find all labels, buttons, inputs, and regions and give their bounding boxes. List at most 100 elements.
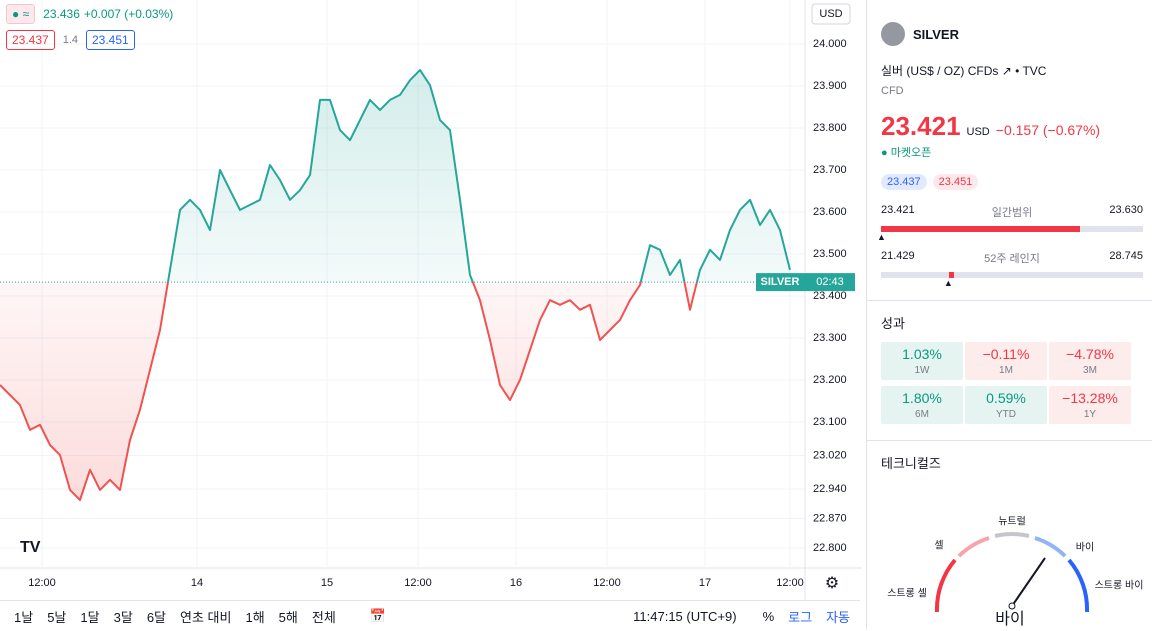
x-tick-label: 15	[321, 577, 333, 589]
legend: ● ≈ 23.436 +0.007 (+0.03%) 23.437 1.4 23…	[6, 4, 173, 50]
clock: 11:47:15 (UTC+9)	[633, 608, 737, 624]
gauge: 뉴트럴 셀 바이 스트롱 셀 스트롱 바이	[887, 515, 1144, 613]
range-button[interactable]: 연초 대비	[180, 609, 232, 625]
price-label: 02:43	[816, 276, 844, 288]
x-tick-label: 12:00	[404, 577, 432, 589]
x-tick-label: 17	[699, 577, 711, 589]
year-bar-fill	[949, 272, 955, 278]
perf-cell: 1.03% 1W	[881, 342, 963, 380]
gauge-arc	[934, 558, 957, 613]
y-tick-label: 22.800	[813, 542, 847, 554]
day-label: 일간범위	[991, 207, 1033, 219]
y-tick-label: 23.700	[813, 164, 847, 176]
description: 실버 (US$ / OZ) CFDs	[881, 64, 999, 78]
perf-title: 성과	[867, 300, 1152, 332]
gauge-label: 바이	[1076, 542, 1094, 554]
perf-value: −13.28%	[1062, 390, 1118, 406]
ask[interactable]: 23.451	[86, 30, 135, 50]
range-button[interactable]: 1해	[245, 609, 265, 625]
perf-cell: −13.28% 1Y	[1049, 386, 1131, 424]
gauge-label: 스트롱 셀	[887, 588, 927, 600]
gauge-arc	[1067, 558, 1090, 613]
x-tick-label: 12:00	[593, 577, 621, 589]
perf-cell: −4.78% 3M	[1049, 342, 1131, 380]
perf-period: YTD	[996, 409, 1016, 420]
marker: ▲	[877, 232, 886, 242]
range-button[interactable]: 3달	[113, 609, 133, 625]
perf-value: 1.03%	[902, 346, 942, 362]
perf-cell: 1.80% 6M	[881, 386, 963, 424]
x-tick-label: 12:00	[776, 577, 804, 589]
gauge-label: 스트롱 바이	[1095, 580, 1144, 592]
percent-toggle[interactable]: %	[762, 608, 775, 624]
range-button[interactable]: 5날	[47, 609, 67, 625]
price-label-box	[805, 273, 855, 292]
bid[interactable]: 23.437	[6, 30, 55, 50]
range-button[interactable]: 전체	[311, 609, 336, 625]
price-change: +0.007 (+0.03%)	[83, 7, 174, 21]
calendar-icon[interactable]: 📅	[369, 608, 386, 623]
gauge-arc	[957, 536, 990, 558]
last-price: 23.436	[43, 7, 80, 21]
panel-bid: 23.437	[881, 174, 927, 190]
currency-button[interactable]	[811, 3, 851, 25]
market-status: ● 마켓오픈	[881, 147, 932, 159]
gauge-label: 셀	[934, 540, 943, 552]
series-label: SILVER	[761, 276, 800, 288]
y-tick-label: 22.870	[813, 512, 847, 524]
x-tick-label: 12:00	[28, 577, 56, 589]
year-range: 21.429 52주 레인지 28.745	[867, 250, 1152, 266]
perf-grid: 1.03% 1W −0.11% 1M −4.78% 3M 1.80% 6M 0.59% YTD −1…	[867, 332, 1152, 430]
perf-period: 1Y	[1083, 409, 1097, 420]
perf-value: −4.78%	[1066, 346, 1114, 362]
perf-period: 6M	[915, 409, 929, 420]
day-high: 23.630	[1109, 204, 1143, 216]
perf-cell: −0.11% 1M	[965, 342, 1047, 380]
chart: USD 12:00 14 15 12:00 16 12:00 17 12:00 TV ⚙ 24…	[0, 0, 862, 600]
range-button[interactable]: 1달	[80, 609, 100, 625]
baseline-area	[0, 70, 790, 500]
description-row: 실버 (US$ / OZ) CFDs ↗ • TVC	[881, 64, 1047, 78]
perf-cell: 0.59% YTD	[965, 386, 1047, 424]
log-toggle[interactable]: 로그	[788, 609, 813, 625]
auto-toggle[interactable]: 자동	[826, 609, 850, 625]
range-button[interactable]: 5해	[278, 609, 298, 625]
marker: ▲	[943, 278, 953, 288]
logo: TV	[20, 539, 41, 556]
series-label-box	[756, 273, 805, 292]
symbol-panel: SILVER 실버 (US$ / OZ) CFDs ↗ • TVC CFD 23…	[866, 0, 1152, 630]
perf-value: 0.59%	[986, 390, 1026, 406]
spread: 1.4	[62, 34, 78, 46]
panel-ask: 23.451	[932, 174, 979, 190]
y-tick-label: 23.900	[813, 80, 847, 92]
range-button[interactable]: 6달	[146, 609, 167, 625]
year-low: 21.429	[881, 250, 915, 262]
price-line	[0, 69, 791, 501]
y-tick-label: 23.800	[813, 122, 847, 134]
y-tick-label: 24.000	[813, 38, 847, 50]
day-bar-fill	[881, 226, 1081, 232]
year-bar: ▲	[881, 272, 1143, 288]
perf-period: 1M	[999, 365, 1013, 376]
perf-value: 1.80%	[902, 390, 942, 406]
panel-change: −0.157 (−0.67%)	[995, 122, 1101, 138]
perf-value: −0.11%	[982, 346, 1030, 362]
year-high: 28.745	[1109, 250, 1143, 262]
gauge-arc	[1034, 536, 1067, 558]
gauge-label: 뉴트럴	[998, 515, 1026, 528]
range-group: 1날 5날 1달 3달 6달 연초 대비 1해 5해 전체	[0, 607, 336, 626]
status-pill[interactable]: ● ≈	[6, 4, 36, 24]
panel-currency: USD	[966, 126, 990, 138]
x-tick-label: 14	[191, 577, 203, 589]
plot: 12:00 14 15 12:00 16 12:00 17 12:00	[0, 0, 805, 589]
price-row: 23.421 USD −0.157 (−0.67%)	[867, 97, 1152, 142]
settings-icon[interactable]: ⚙	[825, 575, 839, 592]
year-label: 52주 레인지	[984, 253, 1040, 265]
y-tick-label: 23.020	[813, 449, 847, 461]
kind: CFD	[881, 85, 904, 97]
y-tick-label: 23.300	[813, 332, 847, 344]
toolbar: 1날 5날 1달 3달 6달 연초 대비 1해 5해 전체 📅 11:47:15 (UTC+9)…	[0, 600, 860, 631]
symbol-header: SILVER	[867, 0, 1152, 46]
range-button[interactable]: 1날	[14, 609, 34, 625]
